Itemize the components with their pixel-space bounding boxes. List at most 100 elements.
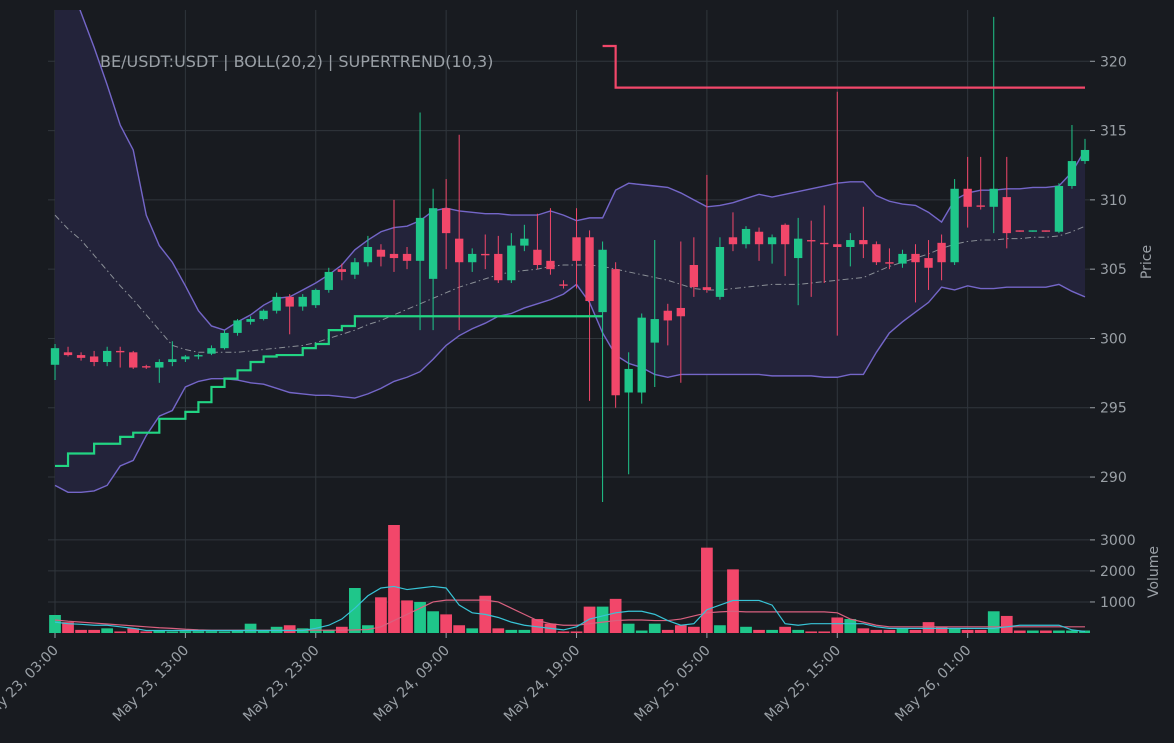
volume-bar [792,629,805,633]
volume-bar [740,626,752,633]
volume-bar [375,597,387,633]
candle-body [820,242,829,245]
candle-body [1080,149,1090,162]
candle-body [363,246,373,263]
candle-body [585,237,594,302]
candle-body [1054,186,1064,232]
volume-bar [309,619,322,633]
volume-bar [857,628,870,633]
volume-axis-label: Volume [1146,546,1162,598]
candle-body [233,320,242,333]
candle-body [507,245,516,281]
volume-bar [766,629,778,633]
candle-body [129,352,138,368]
candle-body [50,348,60,365]
volume-bar [49,615,61,633]
volume-bar [687,626,700,633]
candle-body [689,265,699,288]
candle-body [311,289,320,306]
candle-body [389,253,399,259]
candle-body [324,271,333,290]
volume-bar [701,547,713,633]
volume-bar [948,628,961,633]
volume-bar [283,625,296,633]
candle-body [559,284,568,286]
volume-bar [179,631,192,633]
y-tick-label: 295 [1100,401,1127,417]
candle-body [102,350,112,363]
volume-bar [987,611,1000,633]
volume-bar [1040,630,1052,633]
volume-bar [153,630,166,633]
candle-body [455,238,464,263]
y-tick-label: 1000 [1100,595,1136,611]
volume-bar [101,628,114,633]
candle-body [807,240,816,242]
candle-body [168,359,177,363]
candle-body [155,362,164,368]
y-tick-label: 2000 [1100,564,1136,580]
volume-bar [1053,630,1065,633]
candle-body [676,307,685,317]
candle-body [76,355,86,358]
candle-body [337,269,347,272]
candle-body [859,240,868,245]
y-tick-label: 305 [1100,262,1127,278]
candle-body [950,188,959,263]
candle-body [637,317,646,393]
volume-bar [218,631,231,633]
volume-bar [557,631,570,633]
candle-body [872,244,881,263]
volume-bar [622,623,635,633]
candle-body [963,188,972,207]
volume-bar [779,626,791,633]
volume-bar [818,631,831,633]
y-tick-label: 290 [1100,470,1127,486]
y-tick-label: 300 [1100,331,1127,347]
candle-body [728,237,738,245]
volume-bar [231,630,244,633]
volume-bar [388,525,400,633]
candle-body [63,352,73,356]
y-tick-label: 320 [1100,54,1127,70]
candle-body [611,269,620,396]
volume-bar [492,628,505,633]
candle-body [142,366,151,368]
candle-body [468,253,477,263]
candle-body [780,224,790,245]
volume-bar [192,631,205,633]
volume-bar [961,629,974,633]
candle-body [428,208,438,279]
candle-body [767,237,777,245]
candle-body [924,258,933,268]
volume-bar [505,629,518,633]
candle-body [194,355,203,357]
volume-bar [635,630,648,633]
volume-bar [401,600,413,633]
candle-body [376,249,386,257]
candle-body [481,253,490,256]
candle-body [415,217,425,261]
volume-bar [127,628,140,633]
volume-average-line [54,585,1086,633]
volume-bar [205,631,218,633]
volume-bar [583,606,596,633]
candle-body [754,231,764,245]
candle-body [181,356,190,360]
overlay-line [79,10,1086,331]
candle-body [741,228,751,245]
candle-body [298,296,307,307]
volume-bar [427,611,439,633]
volume-bar [88,629,100,633]
volume-bar [531,619,544,633]
volume-bar [440,614,453,633]
candle-body [1015,230,1024,232]
volume-bar [753,629,765,633]
candle-body [220,332,229,349]
supertrend-line [55,315,603,468]
candle-body [520,238,529,246]
volume-bar [661,629,674,633]
candle-body [624,368,633,393]
y-axis-label: Price [1139,245,1155,279]
candle-body [1002,197,1011,234]
